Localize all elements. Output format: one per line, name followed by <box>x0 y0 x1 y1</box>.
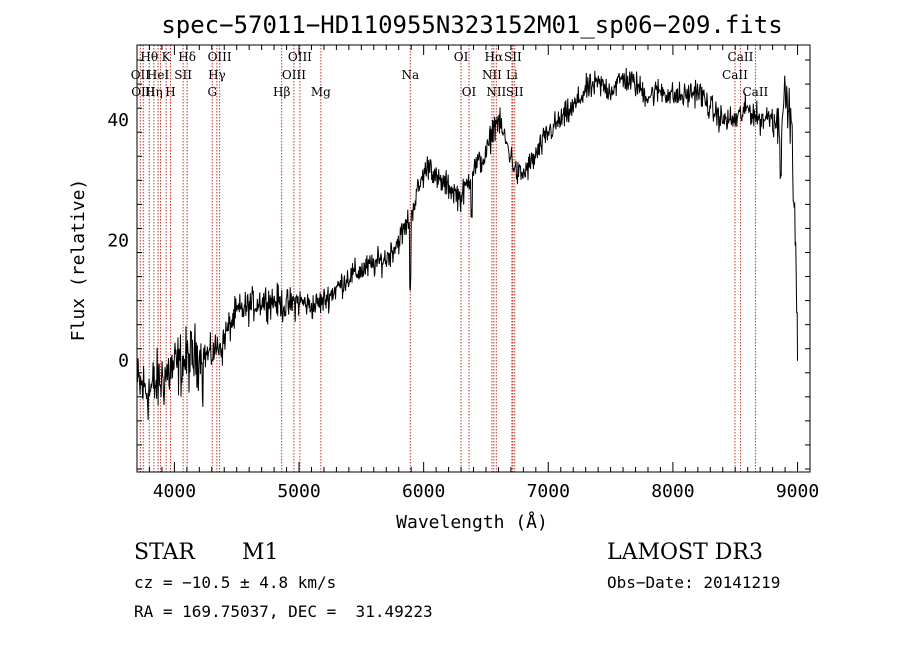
x-tick-label: 9000 <box>776 481 819 502</box>
line-label: CaII <box>722 68 748 82</box>
line-label: H <box>165 85 175 99</box>
y-tick-label: 20 <box>107 230 129 251</box>
line-label: OI <box>462 85 477 99</box>
line-label: Mg <box>311 85 331 99</box>
emission-line-markers <box>139 45 756 472</box>
axis-ticks <box>136 45 811 472</box>
x-tick-label: 8000 <box>651 481 694 502</box>
line-label: SII <box>504 50 522 64</box>
line-label: Hα <box>485 50 504 64</box>
line-label: OIII <box>288 50 312 64</box>
line-label: Hγ <box>208 68 226 82</box>
object-type: STAR <box>134 540 195 565</box>
line-label: OI <box>454 50 469 64</box>
x-tick-label: 7000 <box>527 481 570 502</box>
line-label: HeI <box>147 68 170 82</box>
survey-name: LAMOST DR3 <box>607 540 763 565</box>
y-tick-label: 40 <box>107 110 129 131</box>
x-tick-label: 5000 <box>277 481 320 502</box>
line-label: Hη <box>145 85 163 99</box>
line-label: SII <box>174 68 192 82</box>
line-label: Na <box>401 68 419 82</box>
emission-line-labels: OIIOIIIHθHηHeIKHSIIHδGHγOIIIHβOIIIOIIIMg… <box>131 50 769 99</box>
line-label: OII <box>131 68 151 82</box>
y-tick-label: 0 <box>118 351 129 372</box>
line-label: NII <box>482 68 502 82</box>
line-label: CaII <box>742 85 768 99</box>
x-tick-label: 4000 <box>153 481 196 502</box>
line-label: OIII <box>282 68 306 82</box>
line-label: G <box>207 85 217 99</box>
line-label: SII <box>506 85 524 99</box>
line-label: Hθ <box>140 50 158 64</box>
line-label: Li <box>506 68 518 82</box>
chart-title: spec−57011−HD110955N323152M01_sp06−209.f… <box>161 11 782 39</box>
line-label: OIII <box>208 50 232 64</box>
spectral-subclass: M1 <box>242 540 279 565</box>
line-label: CaII <box>728 50 754 64</box>
spectrum-line <box>137 67 798 420</box>
observation-date: Obs−Date: 20141219 <box>607 573 781 592</box>
y-axis-label: Flux (relative) <box>68 179 89 342</box>
x-axis-label: Wavelength (Å) <box>396 511 548 533</box>
line-label: K <box>162 50 172 64</box>
axis-tick-labels: 4000 5000 6000 7000 8000 9000 0 20 40 <box>107 110 819 502</box>
line-label: Hβ <box>273 85 290 99</box>
plot-frame <box>136 44 811 473</box>
velocity-readout: cz = −10.5 ± 4.8 km/s <box>134 573 337 592</box>
line-label: NII <box>486 85 506 99</box>
x-tick-label: 6000 <box>402 481 445 502</box>
line-label: Hδ <box>178 50 196 64</box>
coordinates-readout: RA = 169.75037, DEC = 31.49223 <box>134 602 433 621</box>
